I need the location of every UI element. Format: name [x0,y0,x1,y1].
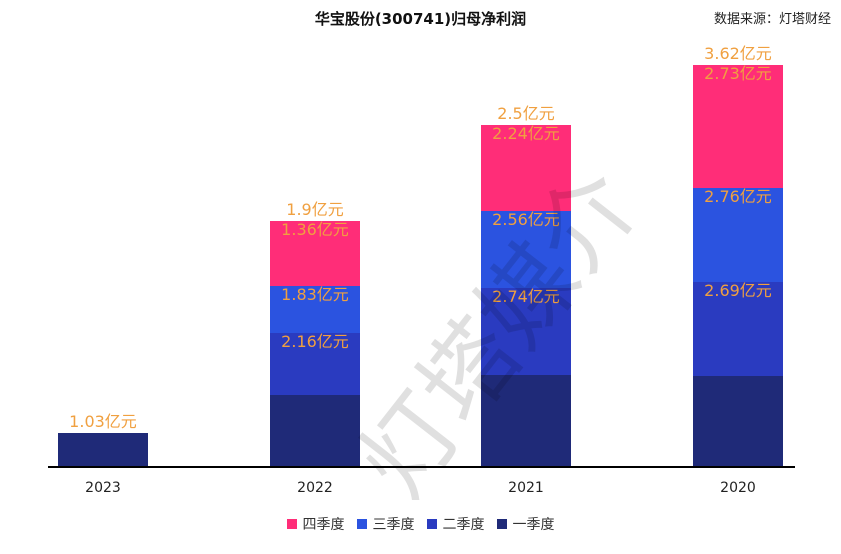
legend-label-q3: 三季度 [372,517,415,533]
legend: 四季度 三季度 二季度 一季度 [0,514,841,534]
bar-2022-q2 [270,333,360,395]
legend-item-q2[interactable]: 二季度 [426,514,485,534]
segment-label-2021-q4: 2.24亿元 [492,124,560,143]
total-label-2023: 1.03亿元 [69,412,137,431]
bar-2020-q3 [693,188,783,282]
x-tick-2020: 2020 [720,480,756,496]
legend-item-q4[interactable]: 四季度 [286,514,345,534]
bar-2021-q1 [481,375,571,467]
bar-2023-q1 [58,433,148,467]
segment-label-2020-q4: 2.73亿元 [704,64,772,83]
segment-label-2022-q3: 1.83亿元 [281,285,349,304]
x-tick-2023: 2023 [85,480,121,496]
legend-swatch-q4 [286,519,297,529]
bar-2020-q4 [693,65,783,188]
bar-2020-q2 [693,282,783,376]
total-label-2021: 2.5亿元 [497,104,554,123]
legend-swatch-q3 [356,519,367,529]
legend-swatch-q1 [496,519,507,529]
x-tick-2021: 2021 [508,480,544,496]
legend-item-q3[interactable]: 三季度 [356,514,415,534]
bar-2022-q3 [270,286,360,333]
segment-label-2022-q2: 2.16亿元 [281,332,349,351]
source-label: 数据来源：灯塔财经 [713,12,831,27]
bar-2020-q1 [693,376,783,467]
legend-label-q4: 四季度 [302,517,345,533]
bar-2022-q1 [270,395,360,467]
bar-2022-q4 [270,221,360,286]
legend-label-q1: 一季度 [512,517,555,533]
segment-label-2020-q2: 2.69亿元 [704,281,772,300]
segment-label-2021-q3: 2.56亿元 [492,210,560,229]
bar-2021-q3 [481,211,571,288]
legend-label-q2: 二季度 [442,517,485,533]
total-label-2022: 1.9亿元 [286,200,343,219]
chart-title: 华宝股份(300741)归母净利润 [314,10,527,28]
segment-label-2022-q4: 1.36亿元 [281,220,349,239]
segment-label-2020-q3: 2.76亿元 [704,187,772,206]
bar-2021-q2 [481,288,571,375]
x-tick-2022: 2022 [297,480,333,496]
total-label-2020: 3.62亿元 [704,44,772,63]
legend-swatch-q2 [426,519,437,529]
legend-item-q1[interactable]: 一季度 [496,514,555,534]
segment-label-2021-q2: 2.74亿元 [492,287,560,306]
bar-2021-q4 [481,125,571,211]
